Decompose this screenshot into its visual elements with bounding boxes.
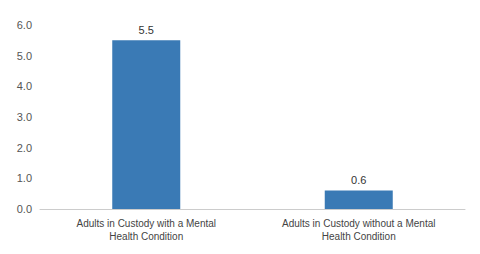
svg-text:6.0: 6.0 (17, 19, 32, 31)
svg-text:4.0: 4.0 (17, 80, 32, 92)
svg-text:2.0: 2.0 (17, 142, 32, 154)
svg-text:5.0: 5.0 (17, 50, 32, 62)
svg-text:Adults in Custody without a Me: Adults in Custody without a Mental (282, 218, 435, 229)
svg-text:Health Condition: Health Condition (109, 231, 183, 242)
svg-text:0.6: 0.6 (351, 174, 366, 186)
svg-text:3.0: 3.0 (17, 111, 32, 123)
svg-text:Health Condition: Health Condition (322, 231, 396, 242)
svg-text:1.0: 1.0 (17, 172, 32, 184)
svg-text:5.5: 5.5 (139, 24, 154, 36)
svg-text:0.0: 0.0 (17, 203, 32, 215)
svg-text:Adults in Custody with a Menta: Adults in Custody with a Mental (76, 218, 216, 229)
